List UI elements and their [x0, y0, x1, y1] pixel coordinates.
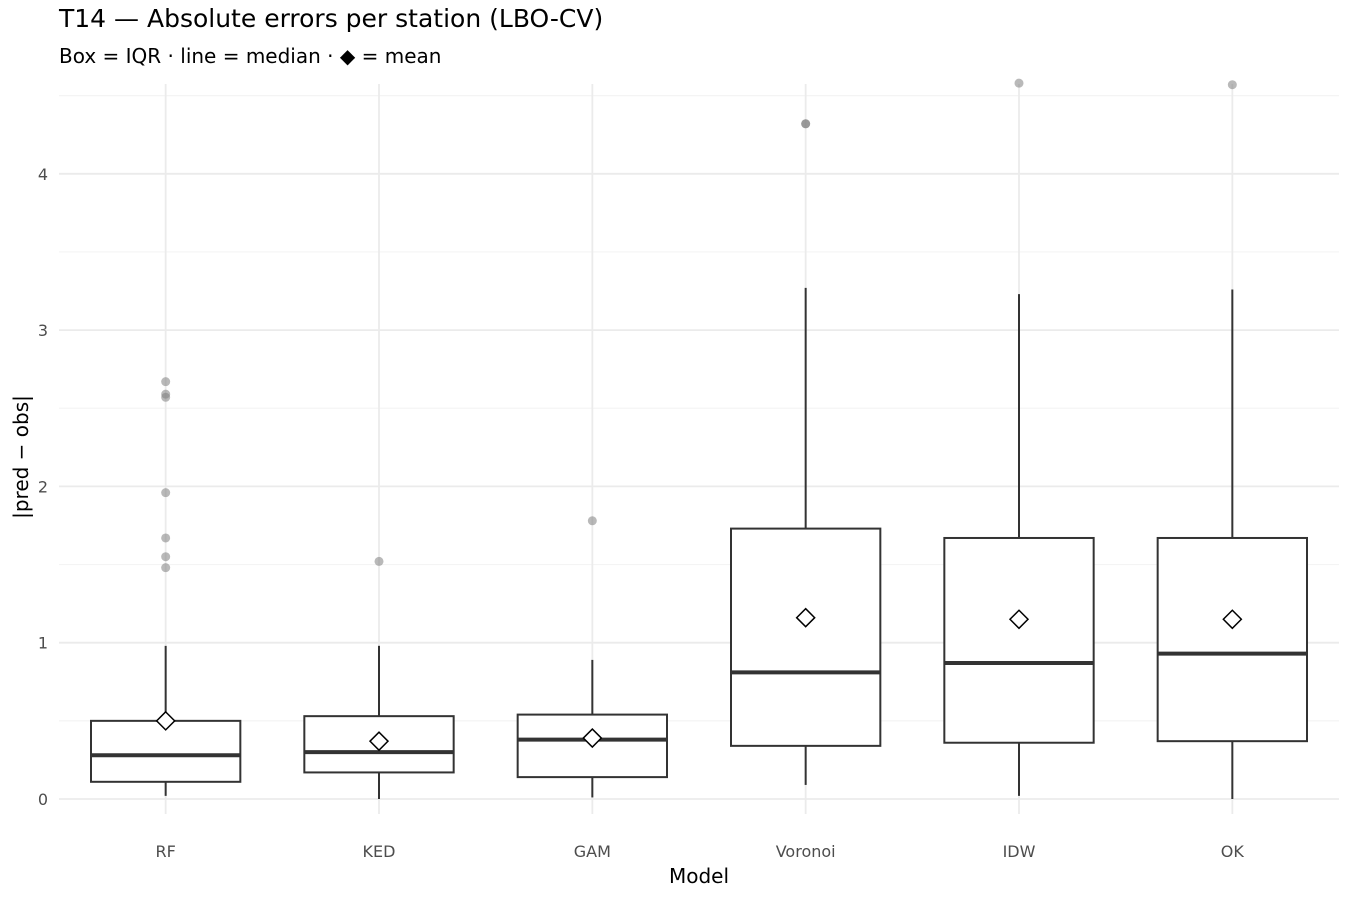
box-ked [303, 556, 455, 799]
outlier-point [161, 389, 171, 399]
x-tick-label: KED [363, 842, 396, 861]
box-gam [516, 516, 669, 798]
mean-marker [368, 731, 390, 752]
iqr-box [90, 719, 242, 783]
box-idw [943, 78, 1095, 796]
outlier-point [1227, 80, 1237, 90]
mean-marker [582, 727, 603, 749]
y-tick-label: 1 [38, 634, 48, 653]
mean-marker [795, 607, 816, 628]
boxes-layer [90, 78, 1308, 799]
iqr-box [943, 536, 1095, 744]
x-tick-label: IDW [1003, 842, 1036, 861]
box-voronoi [730, 119, 882, 785]
y-axis-ticks: 0 1 2 3 4 [38, 165, 48, 809]
y-tick-label: 4 [38, 165, 48, 184]
mean-marker [1222, 609, 1243, 630]
x-axis-ticks: RF KED GAM Voronoi IDW OK [156, 842, 1245, 861]
y-axis-title: |pred − obs| [9, 395, 33, 519]
outlier-point [161, 552, 171, 562]
outlier-point [161, 533, 171, 543]
box-rf [90, 377, 242, 796]
y-tick-label: 2 [38, 477, 48, 496]
outlier-point [374, 556, 384, 566]
chart-title: T14 — Absolute errors per station (LBO-C… [59, 4, 604, 33]
x-tick-label: OK [1221, 842, 1245, 861]
outlier-point [161, 488, 171, 498]
box-ok [1156, 80, 1308, 799]
mean-marker [1008, 609, 1030, 630]
y-tick-label: 3 [38, 321, 48, 340]
x-tick-label: GAM [574, 842, 611, 861]
x-axis-title: Model [669, 864, 729, 888]
outlier-point [161, 563, 171, 573]
mean-marker [155, 710, 176, 731]
iqr-box [1156, 536, 1308, 743]
iqr-box [730, 527, 882, 747]
grid-layer [59, 84, 1339, 814]
outlier-point [801, 119, 811, 129]
outlier-point [161, 377, 171, 387]
y-tick-label: 0 [38, 790, 48, 809]
x-tick-label: RF [156, 842, 176, 861]
outlier-point [1014, 78, 1024, 88]
x-tick-label: Voronoi [776, 842, 836, 861]
outlier-point [587, 516, 597, 526]
chart-subtitle: Box = IQR · line = median · ◆ = mean [59, 44, 442, 68]
